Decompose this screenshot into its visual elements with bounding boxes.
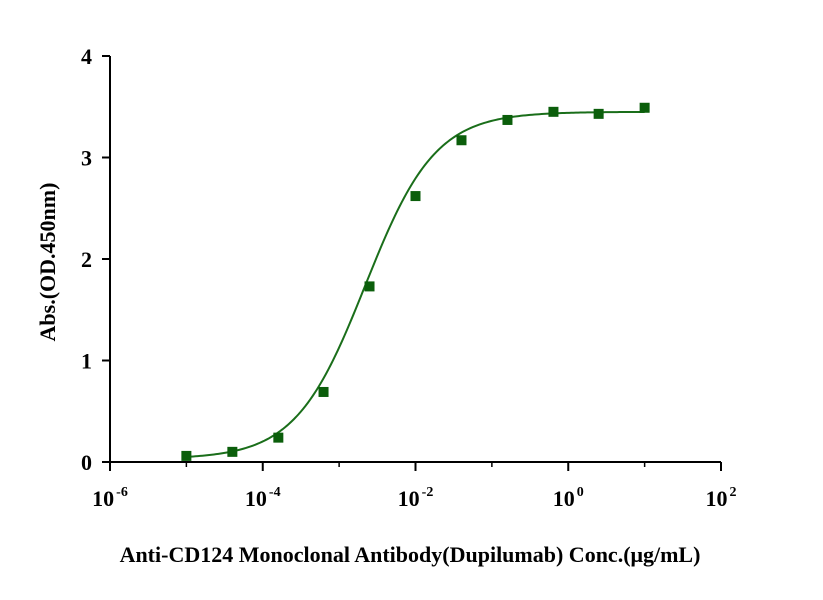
data-point bbox=[273, 432, 284, 443]
y-axis-title: Abs.(OD.450nm) bbox=[35, 183, 60, 342]
x-ticks: 10 -6 10 -4 10 -2 10 0 10 2 bbox=[92, 462, 737, 511]
y-tick-label: 3 bbox=[81, 146, 92, 171]
data-point bbox=[502, 114, 513, 125]
data-point bbox=[639, 102, 650, 113]
y-tick-label: 4 bbox=[81, 44, 92, 69]
y-ticks: 0 1 2 3 4 bbox=[81, 44, 110, 475]
data-point bbox=[410, 191, 421, 202]
data-point bbox=[364, 281, 375, 292]
data-point bbox=[318, 386, 329, 397]
y-tick-label: 1 bbox=[81, 349, 92, 374]
x-tick-label: 10 0 bbox=[553, 485, 584, 511]
x-tick-label: 10 -2 bbox=[398, 485, 434, 511]
fit-curve bbox=[186, 110, 645, 458]
data-point bbox=[227, 446, 238, 457]
x-tick-label: 10 -6 bbox=[92, 485, 128, 511]
y-tick-label: 0 bbox=[81, 450, 92, 475]
data-points bbox=[181, 102, 650, 461]
data-point bbox=[548, 106, 559, 117]
x-tick-label: 10 2 bbox=[706, 485, 737, 511]
data-point bbox=[593, 108, 604, 119]
x-tick-label: 10 -4 bbox=[245, 485, 281, 511]
x-axis-title: Anti-CD124 Monoclonal Antibody(Dupilumab… bbox=[120, 542, 701, 567]
data-point bbox=[181, 450, 192, 461]
y-tick-label: 2 bbox=[81, 247, 92, 272]
axes bbox=[109, 56, 721, 463]
data-point bbox=[456, 135, 467, 146]
